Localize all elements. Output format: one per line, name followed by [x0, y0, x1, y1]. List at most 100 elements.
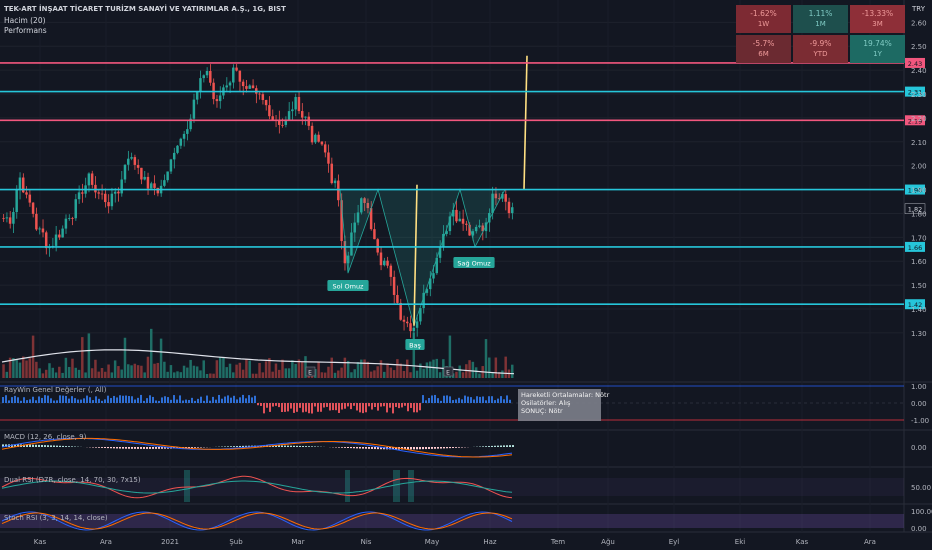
raywin-bar [182, 400, 184, 403]
candle-body [258, 93, 261, 95]
price-tick-label: 2.00 [911, 163, 927, 171]
raywin-bar [380, 403, 382, 407]
macd-histogram-bar [155, 447, 157, 449]
volume-bar [176, 371, 179, 378]
rsi-highlight [184, 470, 190, 502]
raywin-bar [137, 397, 139, 403]
volume-bar [38, 368, 41, 378]
raywin-bar [296, 403, 298, 412]
raywin-bar [290, 403, 292, 409]
candle-body [140, 167, 143, 180]
volume-bar [261, 372, 265, 378]
rsi-title[interactable]: Dual RSI (D7R, close, 14, 70, 30, 7x15) [4, 476, 141, 484]
volume-bar [356, 362, 360, 378]
volume-bar [330, 357, 333, 378]
volume-bar [87, 333, 91, 378]
volume-bar [383, 371, 386, 378]
perf-value: -9.9% [809, 39, 832, 48]
macd-histogram-bar [419, 447, 421, 450]
raywin-bar [20, 400, 22, 403]
price-tick-label: 2.20 [911, 115, 927, 123]
volume-bar [61, 372, 64, 378]
candle-body [507, 201, 511, 214]
macd-histogram-bar [41, 445, 43, 447]
volume-bar [54, 372, 58, 378]
volume-bar [81, 337, 84, 378]
macd-histogram-bar [296, 445, 298, 447]
raywin-bar [434, 394, 436, 403]
macd-histogram-bar [338, 447, 340, 448]
raywin-bar [335, 403, 337, 411]
volume-bar [484, 339, 488, 378]
candle-body [113, 191, 117, 194]
volume-bar [422, 368, 425, 378]
volume-bar [94, 359, 97, 378]
volume-bar [455, 371, 458, 378]
perf-label: 6M [758, 50, 769, 58]
candle-body [235, 67, 238, 71]
perf-cell-ytd: -9.9% YTD [793, 35, 848, 63]
raywin-bar [389, 403, 391, 408]
macd-histogram-bar [14, 444, 16, 447]
volume-bar [412, 332, 416, 378]
raywin-tick-label: -1.00 [911, 417, 929, 425]
level-price-label: 2.43 [908, 60, 922, 68]
volume-ma-line [1, 349, 515, 375]
macd-histogram-bar [131, 447, 133, 449]
candle-body [192, 99, 196, 119]
volume-bar [133, 363, 137, 378]
volume-bar [153, 363, 156, 378]
macd-histogram-bar [119, 447, 121, 449]
raywin-bar [44, 395, 46, 403]
raywin-bar [332, 403, 334, 411]
volume-bar [222, 357, 225, 378]
macd-histogram-bar [2, 444, 4, 447]
volume-bar [511, 364, 514, 378]
macd-histogram-bar [146, 447, 148, 449]
macd-histogram-bar [242, 445, 244, 447]
raywin-bar [53, 400, 55, 403]
earnings-marker [305, 366, 316, 377]
rsi-highlight [393, 470, 400, 502]
raywin-bar [167, 397, 169, 403]
macd-histogram-bar [509, 445, 511, 447]
macd-histogram-bar [143, 447, 145, 449]
candle-body [399, 302, 402, 320]
candle-body [94, 184, 97, 193]
raywin-bar [272, 403, 274, 407]
volume-legend[interactable]: Hacim (20) [4, 16, 46, 25]
raywin-bar [437, 398, 439, 403]
raywin-bar [281, 403, 283, 413]
stoch-title[interactable]: Stoch RSI (3, 3, 14, 14, close) [4, 514, 108, 522]
volume-bar [369, 371, 373, 378]
raywin-bar [110, 398, 112, 403]
raywin-bar [107, 395, 109, 403]
candle-body [169, 159, 173, 172]
candle-body [451, 209, 455, 217]
stoch-k-line [1, 511, 513, 531]
raywin-bar [248, 395, 250, 403]
perf-value: -1.62% [750, 9, 777, 18]
raywin-bar [368, 403, 370, 407]
raywin-osc-line: Osilatörler: Alış [521, 399, 571, 407]
earnings-marker-label: E [308, 370, 312, 377]
performance-legend[interactable]: Performans [4, 26, 47, 35]
right-shoulder-label: Sağ Omuz [457, 260, 491, 268]
macd-histogram-bar [512, 445, 514, 447]
candle-body [146, 176, 150, 189]
candle-body [415, 321, 419, 328]
macd-histogram-bar [149, 447, 151, 449]
level-price-label: 1.66 [908, 244, 922, 252]
macd-histogram-bar [152, 447, 154, 449]
raywin-bar [275, 403, 277, 406]
perf-cell-1w: -1.62% 1W [736, 5, 791, 33]
raywin-title[interactable]: RayWin Genel Değerler (, All) [4, 386, 107, 394]
volume-bar [461, 372, 465, 378]
raywin-bar [113, 395, 115, 403]
last-price-label: 1.82 [908, 206, 922, 214]
volume-bar [419, 363, 422, 378]
macd-title[interactable]: MACD (12, 26, close, 9) [4, 433, 87, 441]
volume-bar [333, 372, 337, 378]
